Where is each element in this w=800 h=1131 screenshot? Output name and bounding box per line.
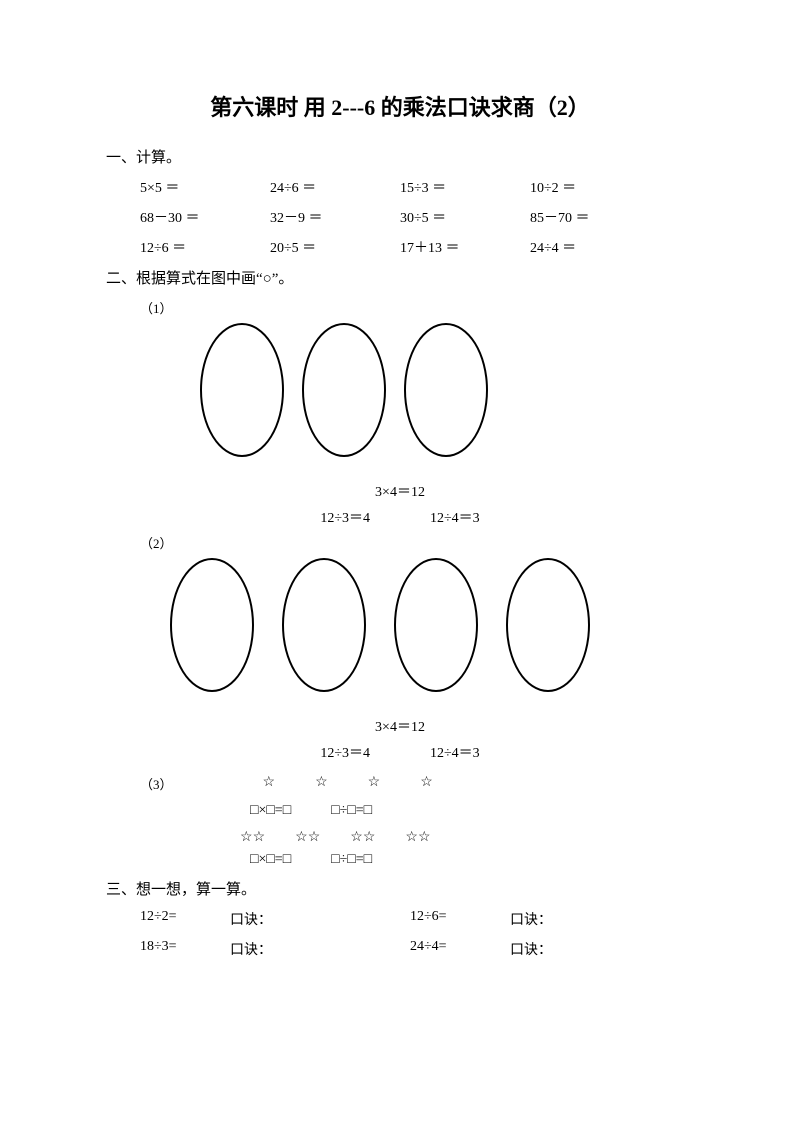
star-icon: ☆ xyxy=(263,774,276,791)
part3-box-eq-2: □×□=□ □÷□=□ xyxy=(110,852,690,868)
calc-cell: 20÷5 ＝ xyxy=(270,237,400,257)
calc-cell: 68－30 ＝ xyxy=(140,207,270,227)
think-koujue: 口诀： xyxy=(230,909,410,929)
box-eq-left: □×□=□ xyxy=(250,803,291,819)
star-pair: ☆☆ xyxy=(240,829,265,846)
part3-row1: （3） ☆ ☆ ☆ ☆ xyxy=(110,768,690,797)
part2-label: （2） xyxy=(140,533,690,552)
star-pair: ☆☆ xyxy=(405,829,430,846)
oval-shape xyxy=(506,558,590,692)
part2-ovals xyxy=(110,558,690,692)
star-icon: ☆ xyxy=(315,774,328,791)
part1-ovals xyxy=(110,323,690,457)
star-pair: ☆☆ xyxy=(350,829,375,846)
part2-eq-pair: 12÷3＝4 12÷4＝3 xyxy=(110,742,690,762)
think-row: 12÷2= 口诀： 12÷6= 口诀： xyxy=(110,909,690,929)
think-koujue: 口诀： xyxy=(510,909,630,929)
oval-shape xyxy=(394,558,478,692)
think-expr: 24÷4= xyxy=(410,939,510,959)
star-icon: ☆ xyxy=(368,774,381,791)
section3-heading: 三、想一想，算一算。 xyxy=(106,878,690,899)
think-expr: 18÷3= xyxy=(140,939,230,959)
think-koujue: 口诀： xyxy=(230,939,410,959)
section1-body: 5×5 ＝ 24÷6 ＝ 15÷3 ＝ 10÷2 ＝ 68－30 ＝ 32－9 … xyxy=(110,177,690,257)
oval-shape xyxy=(170,558,254,692)
calc-cell: 15÷3 ＝ xyxy=(400,177,530,197)
calc-row: 68－30 ＝ 32－9 ＝ 30÷5 ＝ 85－70 ＝ xyxy=(140,207,690,227)
calc-cell: 30÷5 ＝ xyxy=(400,207,530,227)
calc-cell: 24÷4 ＝ xyxy=(530,237,660,257)
eq-left: 12÷3＝4 xyxy=(320,507,370,527)
eq-left: 12÷3＝4 xyxy=(320,742,370,762)
part3-stars-double: ☆☆ ☆☆ ☆☆ ☆☆ xyxy=(110,829,690,846)
part1-label: （1） xyxy=(140,298,690,317)
worksheet-page: 第六课时 用 2---6 的乘法口诀求商（2） 一、计算。 5×5 ＝ 24÷6… xyxy=(0,0,800,1131)
think-koujue: 口诀： xyxy=(510,939,630,959)
calc-cell: 10÷2 ＝ xyxy=(530,177,660,197)
box-eq-left: □×□=□ xyxy=(250,852,291,868)
calc-cell: 24÷6 ＝ xyxy=(270,177,400,197)
part3-box-eq-1: □×□=□ □÷□=□ xyxy=(110,803,690,819)
star-pair: ☆☆ xyxy=(295,829,320,846)
eq-right: 12÷4＝3 xyxy=(430,507,480,527)
oval-shape xyxy=(302,323,386,457)
part1-eq-pair: 12÷3＝4 12÷4＝3 xyxy=(110,507,690,527)
calc-row: 12÷6 ＝ 20÷5 ＝ 17＋13 ＝ 24÷4 ＝ xyxy=(140,237,690,257)
part3-stars-single: ☆ ☆ ☆ ☆ xyxy=(213,774,433,791)
calc-cell: 32－9 ＝ xyxy=(270,207,400,227)
oval-shape xyxy=(282,558,366,692)
part2-eq-main: 3×4＝12 xyxy=(110,716,690,736)
calc-cell: 5×5 ＝ xyxy=(140,177,270,197)
star-icon: ☆ xyxy=(420,774,433,791)
section1-heading: 一、计算。 xyxy=(106,146,690,167)
box-eq-right: □÷□=□ xyxy=(331,803,372,819)
think-row: 18÷3= 口诀： 24÷4= 口诀： xyxy=(110,939,690,959)
calc-row: 5×5 ＝ 24÷6 ＝ 15÷3 ＝ 10÷2 ＝ xyxy=(140,177,690,197)
calc-cell: 17＋13 ＝ xyxy=(400,237,530,257)
box-eq-right: □÷□=□ xyxy=(331,852,372,868)
section2-heading: 二、根据算式在图中画“○”。 xyxy=(106,267,690,288)
part3-label: （3） xyxy=(140,774,173,793)
think-expr: 12÷6= xyxy=(410,909,510,929)
calc-cell: 85－70 ＝ xyxy=(530,207,660,227)
oval-shape xyxy=(200,323,284,457)
eq-right: 12÷4＝3 xyxy=(430,742,480,762)
page-title: 第六课时 用 2---6 的乘法口诀求商（2） xyxy=(110,90,690,122)
think-expr: 12÷2= xyxy=(140,909,230,929)
oval-shape xyxy=(404,323,488,457)
part1-eq-main: 3×4＝12 xyxy=(110,481,690,501)
calc-cell: 12÷6 ＝ xyxy=(140,237,270,257)
